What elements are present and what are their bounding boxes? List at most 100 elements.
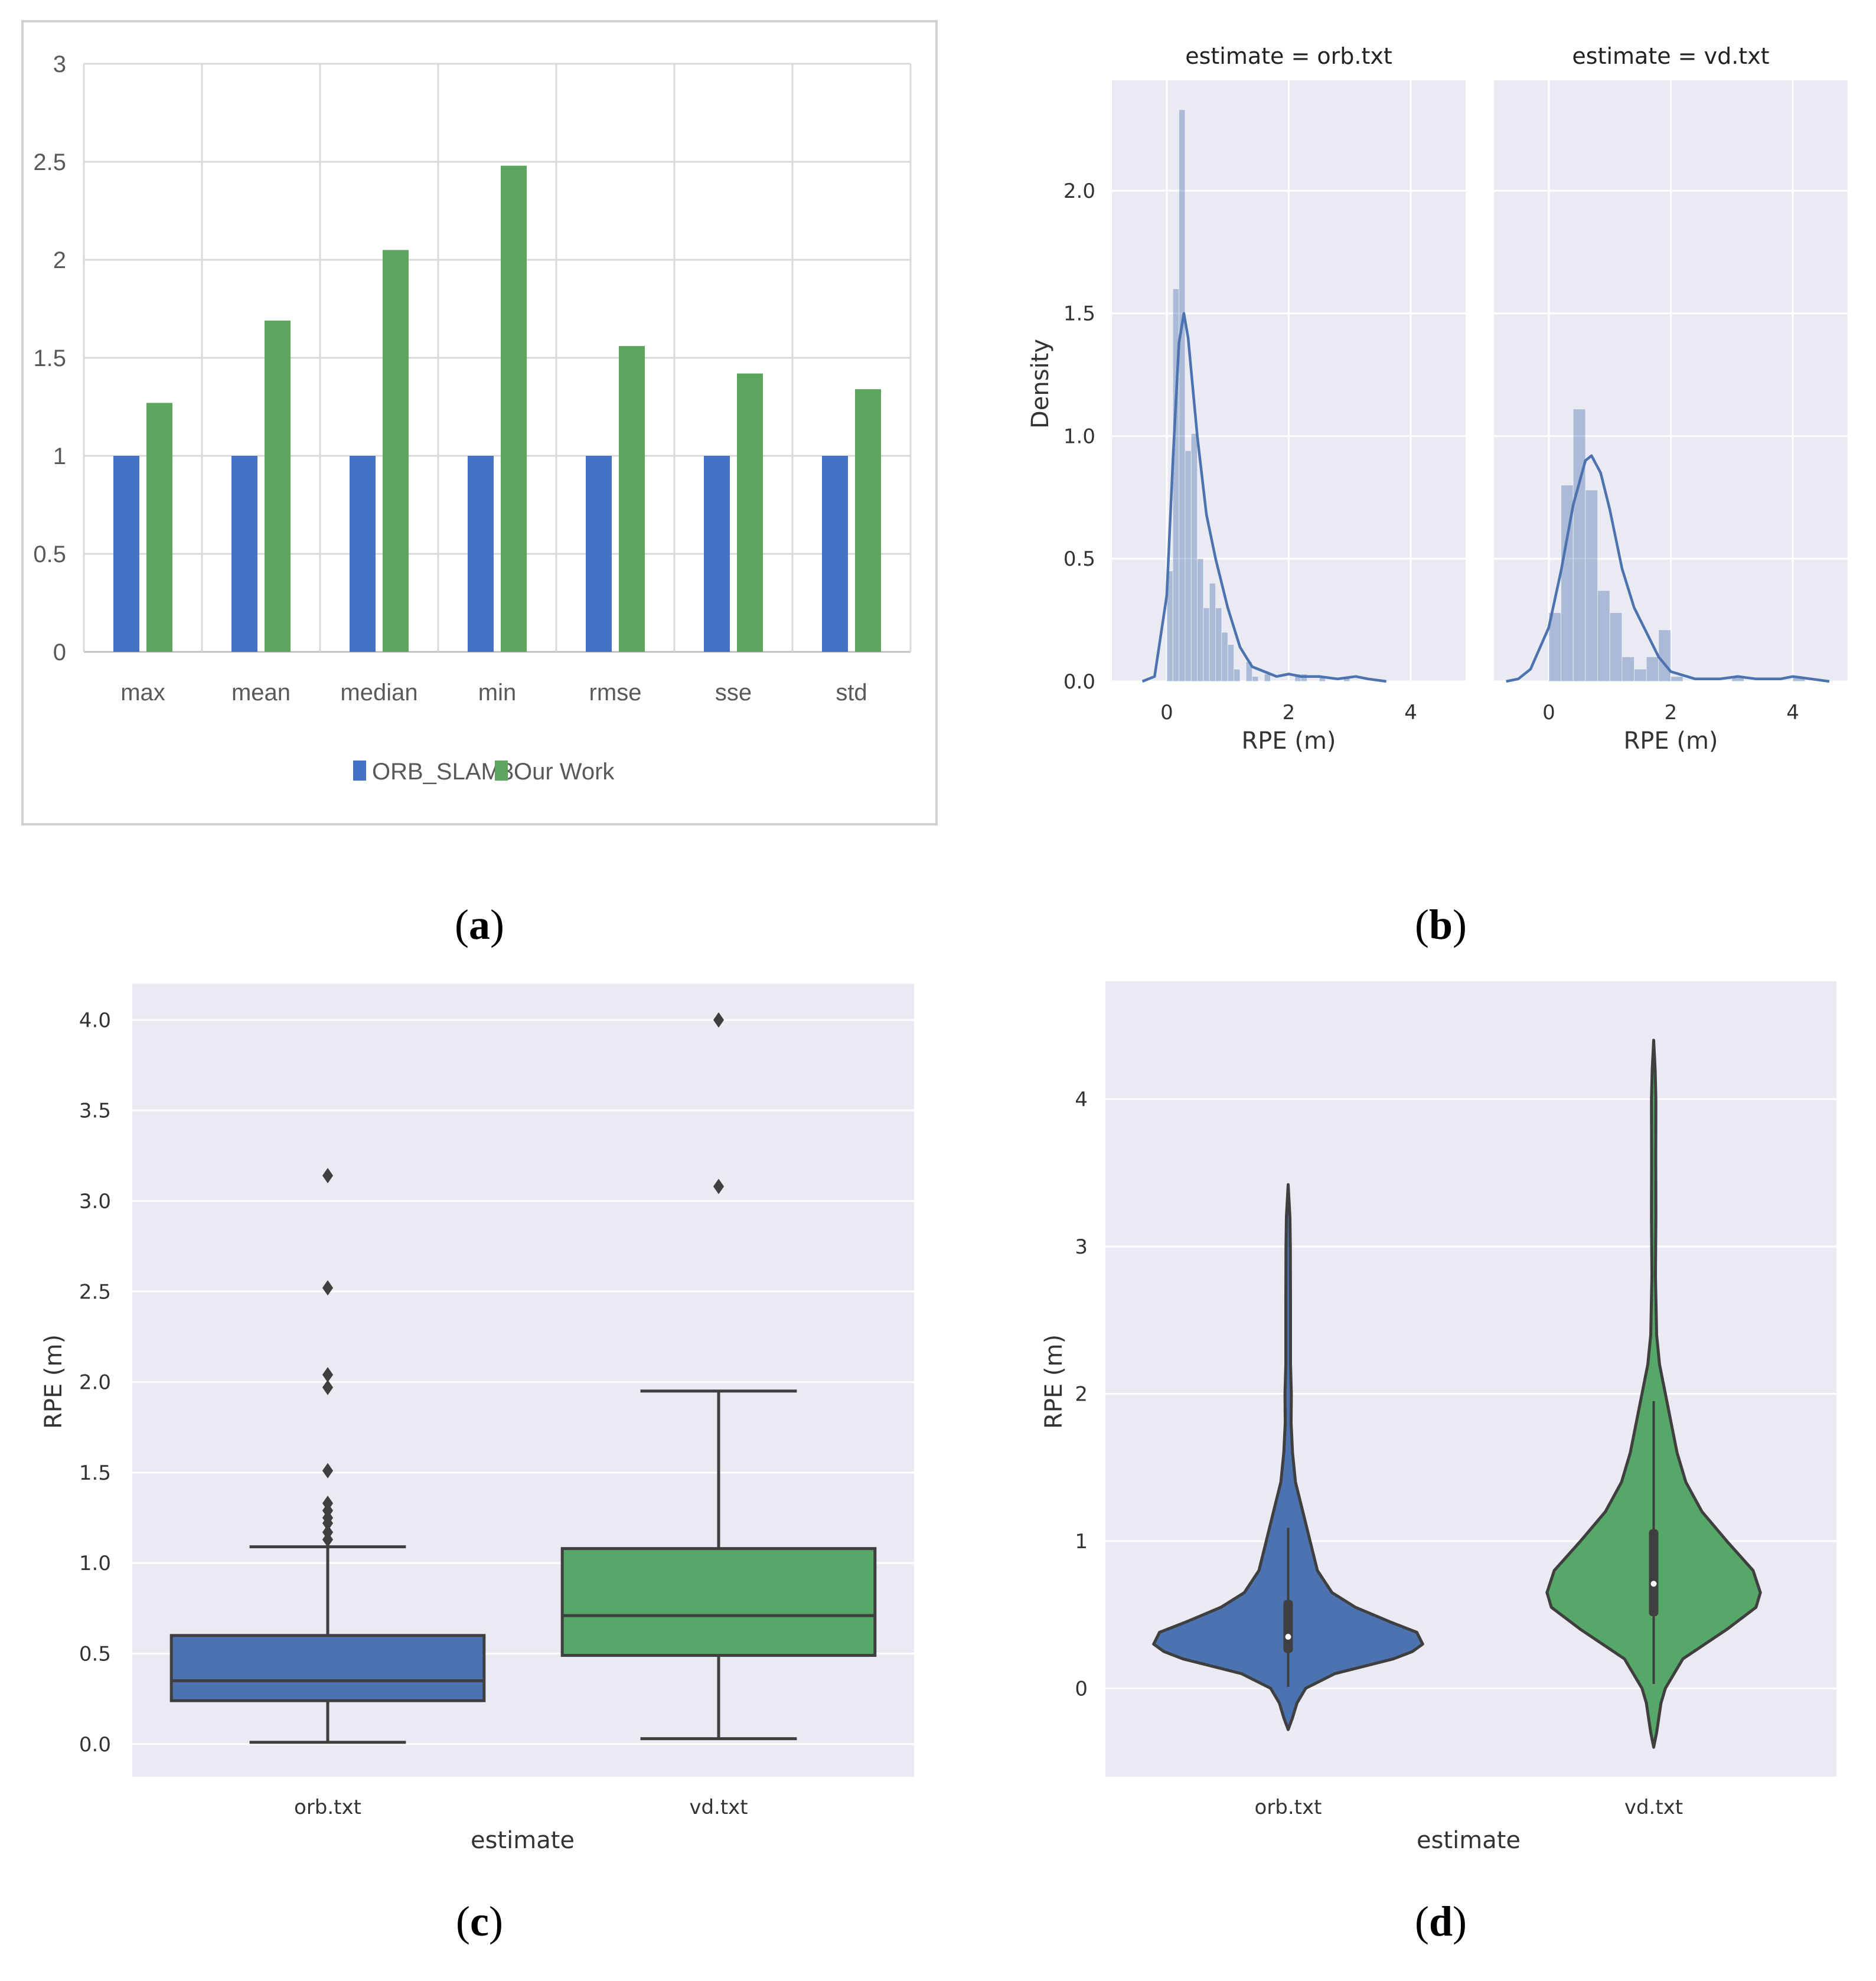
panel-b-x-tick-label: 0 (1542, 701, 1555, 724)
panel-a-bar-our-work (501, 165, 527, 652)
panel-a-y-tick-label: 1.5 (33, 345, 66, 371)
panel-b-y-tick-label: 1.5 (1063, 302, 1095, 326)
panel-a-bar-our-work (383, 250, 409, 652)
caption-b: (b) (1415, 901, 1467, 948)
panel-b-hist-bar (1252, 676, 1259, 682)
panel-a-legend-label: ORB_SLAM3 (372, 759, 514, 785)
panel-a-bar-our-work (146, 403, 172, 652)
panel-b-facet-title: estimate = vd.txt (1572, 43, 1769, 69)
panel-c-box (169, 1634, 486, 1702)
panel-b-hist-bar (1227, 644, 1235, 682)
panel-a-y-tick-label: 2.5 (33, 149, 66, 175)
panel-b-x-tick-label: 2 (1283, 701, 1296, 724)
panel-a-bar-orb-slam3 (468, 456, 494, 652)
panel-b-facet-title: estimate = orb.txt (1185, 43, 1392, 69)
panel-a-x-tick-label: std (836, 680, 867, 706)
panel-a-x-tick-label: mean (231, 680, 291, 706)
panel-b-hist-bar (1671, 676, 1683, 682)
panel-a-bar-orb-slam3 (704, 456, 730, 652)
panel-b-kde-line (1506, 454, 1830, 683)
panel-c-y-tick-label: 1.0 (79, 1552, 111, 1575)
panel-b-hist-bar (1572, 409, 1586, 682)
panel-b-hist-bar (1621, 656, 1635, 682)
panel-a-bar-orb-slam3 (822, 456, 848, 652)
panel-d-iqr-bar (1283, 1600, 1293, 1653)
panel-b-hist-bar (1234, 668, 1241, 682)
panel-a-legend-swatch (353, 761, 366, 781)
panel-b-histograms: 0.0 0.5 1.0 1.5 2.0 0 2 4 estimate = orb.txt RPE … (1027, 43, 1848, 755)
panel-d-violin-plot: 0 1 2 3 4 orb.txt vd.txt estimate RPE (m) (1040, 981, 1836, 1854)
panel-c-x-tick-label: orb.txt (294, 1796, 361, 1819)
caption-d: (d) (1415, 1898, 1467, 1945)
panel-a-x-tick-label: rmse (589, 680, 642, 706)
caption-c: (c) (456, 1898, 503, 1945)
panel-b-y-tick-label: 1.0 (1063, 425, 1095, 448)
panel-b-hist-bar (1658, 629, 1671, 682)
panel-a-y-tick-label: 2 (53, 247, 66, 273)
caption-a: (a) (455, 901, 504, 948)
panel-c-outlier-point (322, 1168, 334, 1184)
panel-c-x-axis-label: estimate (471, 1827, 575, 1854)
panel-d-x-tick-label: orb.txt (1255, 1796, 1322, 1819)
panel-b-hist-bar (1215, 607, 1222, 682)
panel-b-hist-bar (1646, 656, 1659, 682)
panel-a-y-tick-label: 3 (53, 51, 66, 77)
panel-d-violin-body (1152, 1183, 1424, 1731)
panel-c-y-tick-label: 0.5 (79, 1642, 111, 1666)
panel-b-x-tick-label: 2 (1665, 701, 1678, 724)
panel-b-y-axis-label: Density (1027, 339, 1054, 429)
panel-c-y-tick-label: 3.5 (79, 1099, 111, 1123)
panel-c-box-plot: 0.0 0.5 1.0 1.5 2.0 2.5 3.0 3.5 4.0 orb.txt vd.txt… (40, 984, 914, 1854)
panel-d-y-tick-label: 2 (1075, 1382, 1088, 1406)
panel-c-y-tick-label: 4.0 (79, 1009, 111, 1032)
panel-a-bar-orb-slam3 (231, 456, 257, 652)
panel-b-x-tick-label: 4 (1404, 701, 1417, 724)
panel-a-bar-orb-slam3 (586, 456, 612, 652)
panel-b-hist-bar (1179, 109, 1186, 682)
panel-c-outlier-point (322, 1280, 334, 1296)
panel-b-hist-bar (1203, 607, 1210, 682)
panel-c-y-axis-label: RPE (m) (40, 1334, 67, 1429)
panel-b-hist-bar (1190, 433, 1198, 682)
panel-d-y-axis-label: RPE (m) (1040, 1334, 1068, 1429)
panel-a-bar-orb-slam3 (350, 456, 376, 652)
panel-c-x-tick-label: vd.txt (689, 1796, 748, 1819)
panel-c-y-tick-label: 1.5 (79, 1461, 111, 1485)
panel-c-y-tick-label: 2.5 (79, 1280, 111, 1304)
panel-b-x-tick-label: 0 (1160, 701, 1173, 724)
panel-b-hist-bar (1209, 583, 1216, 682)
panel-d-iqr-bar (1649, 1529, 1659, 1617)
panel-d-y-tick-label: 1 (1075, 1530, 1088, 1554)
panel-a-bar-orb-slam3 (113, 456, 139, 652)
panel-c-y-tick-label: 2.0 (79, 1371, 111, 1395)
panel-b-hist-bar (1585, 489, 1598, 682)
panel-a-x-tick-label: median (340, 680, 417, 706)
panel-d-y-tick-label: 3 (1075, 1235, 1088, 1259)
panel-a-legend-label: Our Work (514, 759, 615, 785)
panel-a-x-tick-label: max (120, 680, 165, 706)
panel-b-x-axis-label: RPE (m) (1623, 727, 1718, 755)
panel-c-box (560, 1547, 877, 1657)
panel-b-y-tick-label: 0.0 (1063, 670, 1095, 694)
panel-c-y-tick-label: 3.0 (79, 1190, 111, 1213)
panel-b-y-tick-label: 2.0 (1063, 180, 1095, 203)
panel-d-median-point (1650, 1581, 1657, 1587)
panel-a-bar-chart: max mean median min rmse sse std 0 0.5 1 1.5 2 2.5 3… (21, 20, 938, 825)
panel-b-hist-bar (1609, 612, 1623, 682)
panel-d-x-axis-label: estimate (1417, 1827, 1521, 1854)
panel-c-y-tick-label: 0.0 (79, 1733, 111, 1757)
panel-d-y-tick-label: 4 (1075, 1088, 1088, 1112)
panel-d-x-tick-label: vd.txt (1624, 1796, 1683, 1819)
panel-a-bar-our-work (737, 373, 763, 652)
panel-c-outlier-point (322, 1379, 334, 1395)
panel-a-bar-our-work (855, 389, 881, 652)
panel-c-outlier-point (322, 1496, 334, 1512)
panel-c-outlier-point (713, 1012, 725, 1028)
panel-c-outlier-point (322, 1367, 334, 1383)
panel-b-hist-bar (1197, 558, 1204, 682)
panel-d-violin-body (1545, 1039, 1762, 1749)
panel-b-hist-bar (1264, 674, 1271, 682)
panel-a-bar-our-work (265, 320, 291, 652)
panel-b-x-tick-label: 4 (1786, 701, 1799, 724)
